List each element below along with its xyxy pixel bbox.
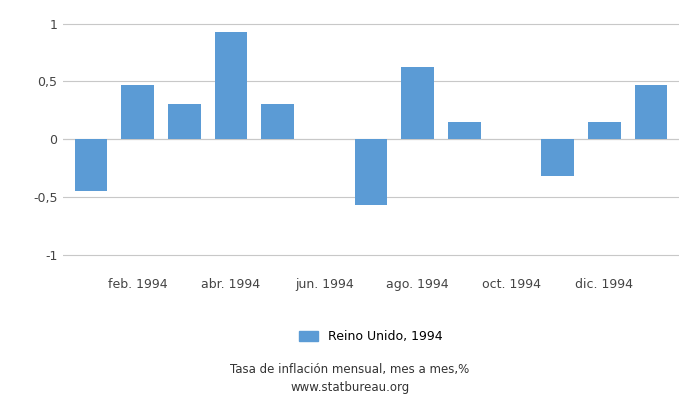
Bar (75, 139, 107, 191)
Bar (448, 122, 481, 139)
Legend: Reino Unido, 1994: Reino Unido, 1994 (294, 325, 448, 348)
Text: www.statbureau.org: www.statbureau.org (290, 381, 410, 394)
Bar (588, 122, 621, 139)
Bar (215, 32, 247, 139)
Bar (541, 139, 574, 176)
Text: Tasa de inflación mensual, mes a mes,%: Tasa de inflación mensual, mes a mes,% (230, 364, 470, 376)
Bar (121, 85, 154, 139)
Bar (168, 104, 201, 139)
Bar (355, 139, 387, 205)
Bar (401, 68, 434, 139)
Bar (635, 85, 667, 139)
Bar (261, 104, 294, 139)
